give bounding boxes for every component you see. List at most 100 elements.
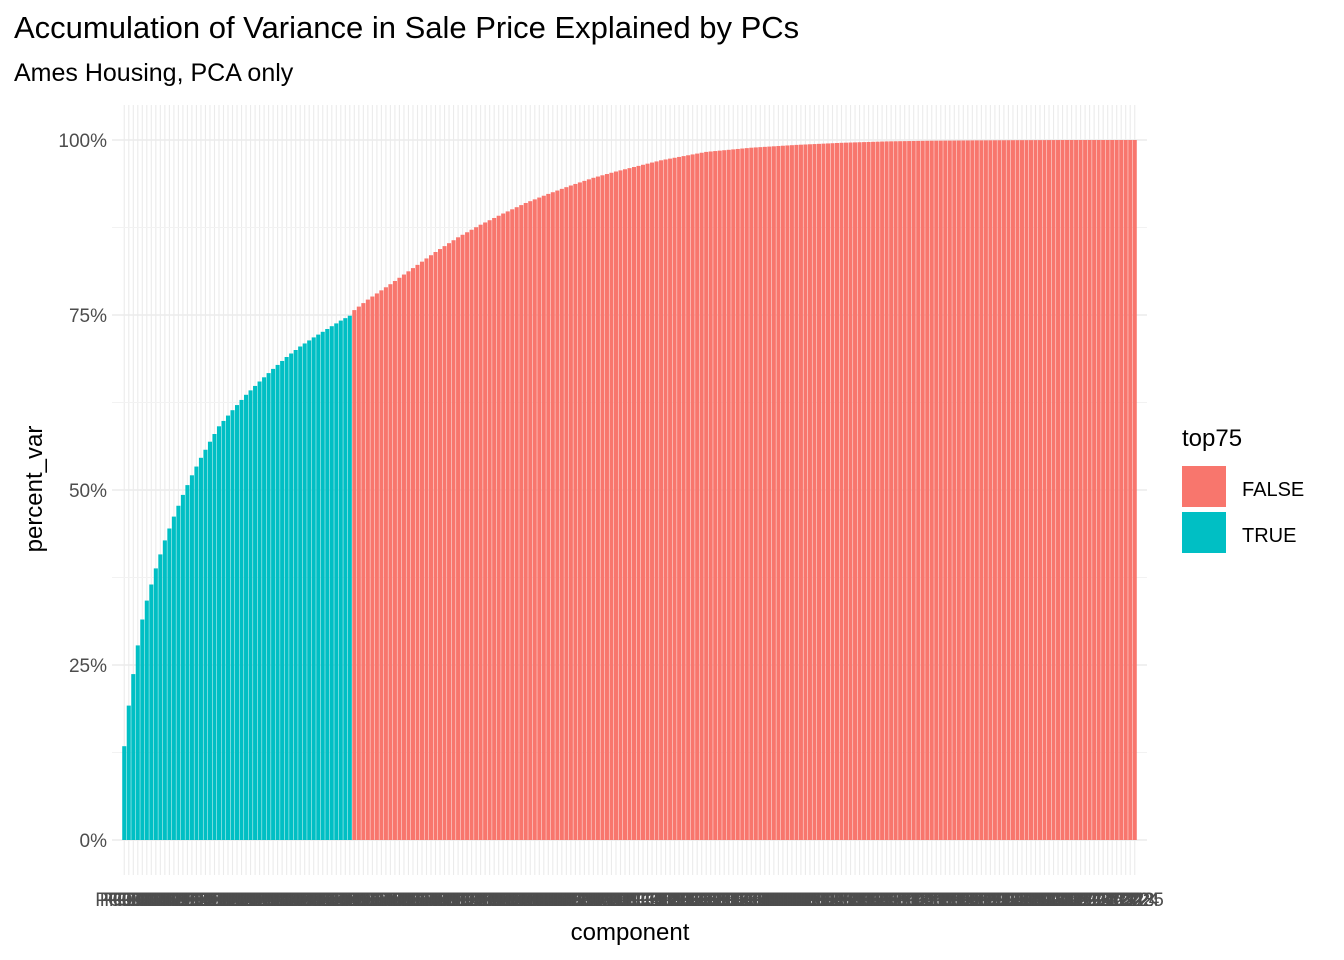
bar-PC088: [514, 207, 519, 840]
x-tick-label: PC060: [361, 890, 419, 911]
y-tick-label: 100%: [58, 131, 107, 152]
x-tick-label: PC158: [803, 890, 861, 911]
y-tick-label: 50%: [69, 481, 107, 502]
x-tick-label: PC070: [406, 890, 464, 911]
x-tick-label: PC220: [1083, 890, 1141, 911]
x-tick-label: PC021: [185, 890, 243, 911]
bar-PC167: [871, 141, 876, 840]
x-tick-label: PC170: [858, 890, 916, 911]
bar-PC062: [397, 277, 402, 840]
bar-PC064: [406, 271, 411, 840]
x-tick-label: PC039: [267, 890, 325, 911]
bar-PC139: [744, 148, 749, 840]
x-tick-label: PC138: [713, 890, 771, 911]
x-tick-label: PC207: [1024, 890, 1082, 911]
x-tick-label: PC113: [601, 890, 658, 911]
x-tick-label: PC022: [190, 890, 248, 911]
x-tick-label: PC054: [334, 890, 393, 911]
bar-PC116: [641, 164, 646, 840]
bar-PC078: [469, 229, 474, 841]
x-tick-label: PC163: [826, 890, 884, 911]
x-tick-label: PC102: [551, 890, 609, 911]
bar-PC183: [943, 140, 948, 841]
bar-PC162: [848, 142, 853, 840]
bars-group: [122, 140, 1137, 841]
bar-PC067: [419, 261, 425, 840]
bar-PC075: [456, 237, 461, 841]
x-tick-label: PC180: [903, 890, 961, 911]
bar-PC150: [794, 144, 799, 840]
x-tick-label: PC019: [176, 890, 234, 911]
bar-PC132: [713, 151, 718, 840]
x-tick-label: PC218: [1074, 890, 1132, 911]
x-tick-label: PC142: [731, 890, 789, 911]
bar-PC124: [677, 156, 682, 840]
x-tick-label: PC023: [194, 890, 252, 911]
x-tick-label: PC144: [740, 890, 799, 911]
bar-PC051: [347, 315, 352, 840]
bar-PC158: [830, 143, 835, 841]
bar-PC053: [356, 306, 361, 841]
bar-PC097: [555, 190, 560, 841]
x-tick-label: PC181: [907, 890, 965, 911]
x-tick-label: PC112: [597, 890, 654, 911]
bar-PC161: [844, 142, 849, 840]
bar-PC083: [492, 217, 497, 841]
bar-PC153: [807, 144, 812, 840]
x-tick-label: PC003: [104, 890, 162, 911]
bar-PC152: [803, 144, 808, 841]
bar-PC197: [1006, 140, 1011, 840]
bar-PC119: [654, 161, 659, 841]
x-tick-label: PC058: [352, 890, 410, 911]
bar-PC086: [505, 211, 510, 840]
x-tick-label: PC025: [203, 890, 261, 911]
x-tick-label: PC195: [970, 890, 1028, 911]
bar-PC035: [275, 364, 280, 840]
bar-PC215: [1087, 140, 1092, 840]
x-tick-label: PC046: [298, 890, 356, 911]
x-tick-label: PC017: [167, 890, 225, 911]
bar-PC046: [325, 329, 330, 840]
bar-PC069: [428, 255, 434, 841]
legend-swatch-true: [1182, 512, 1226, 553]
x-tick-label: PC127: [664, 890, 722, 911]
bar-PC113: [627, 168, 632, 840]
bar-PC103: [582, 180, 587, 840]
bar-PC095: [546, 193, 551, 840]
x-tick-label: PC099: [537, 890, 595, 911]
x-tick-label: PC093: [510, 890, 568, 911]
x-tick-label: PC125: [655, 890, 713, 911]
bar-PC020: [207, 441, 212, 840]
bar-PC104: [586, 179, 591, 841]
x-tick-label: PC151: [772, 890, 830, 911]
x-tick-label: PC010: [136, 890, 194, 911]
bar-PC002: [126, 705, 131, 840]
bar-PC107: [600, 175, 605, 840]
x-tick-label: PC087: [483, 890, 541, 911]
x-tick-label: PC109: [582, 890, 640, 911]
bar-PC196: [1001, 140, 1006, 840]
x-tick-label: PC165: [835, 890, 893, 911]
x-tick-label: PC068: [397, 890, 455, 911]
bar-PC049: [338, 320, 343, 841]
x-tick-label: PC105: [564, 890, 622, 911]
bar-PC181: [934, 140, 939, 841]
x-tick-label: PC110: [588, 890, 645, 911]
bar-PC024: [225, 415, 231, 840]
x-tick-label: PC043: [285, 890, 343, 911]
x-tick-label: PC024: [199, 890, 258, 911]
x-tick-label: PC053: [330, 890, 388, 911]
bar-PC220: [1110, 140, 1115, 840]
x-tick-label: PC086: [479, 890, 537, 911]
x-tick-label: PC085: [474, 890, 532, 911]
bar-PC169: [880, 141, 885, 841]
bar-PC199: [1015, 140, 1020, 840]
bar-PC021: [212, 434, 217, 840]
bar-PC033: [266, 373, 271, 840]
x-axis-ticks: PC001PC002PC003PC004PC005PC006PC007PC008…: [95, 890, 1164, 911]
bar-PC055: [365, 299, 370, 841]
y-tick-label: 25%: [69, 656, 107, 677]
bar-PC082: [487, 220, 492, 841]
x-tick-label: PC014: [154, 890, 213, 911]
x-tick-label: PC121: [637, 890, 695, 911]
